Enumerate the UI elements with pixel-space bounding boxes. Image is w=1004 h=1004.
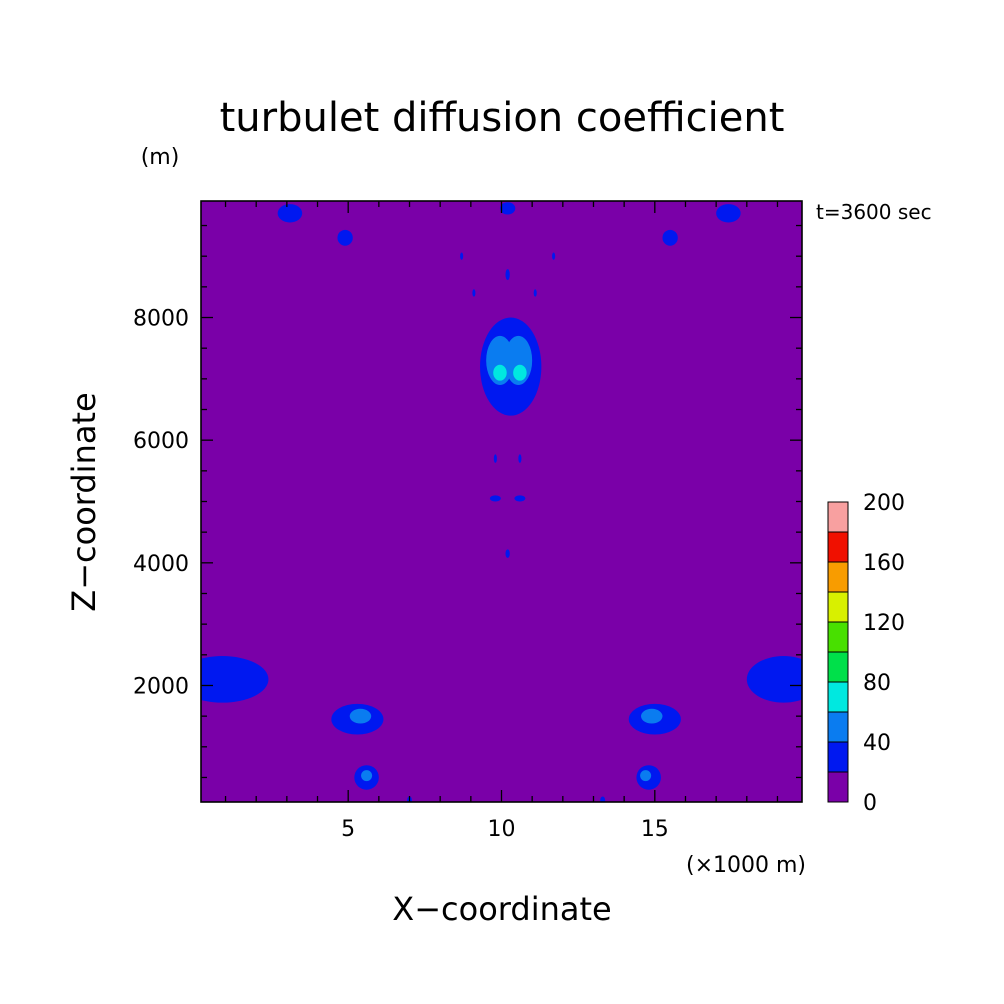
colorbar-swatch: [827, 531, 849, 563]
colorbar-swatch: [827, 681, 849, 713]
contour-feature-10: [361, 770, 373, 782]
contour-feature-14: [746, 656, 802, 703]
colorbar-swatch: [827, 561, 849, 593]
colorbar-swatch: [827, 741, 849, 773]
x-tick-label: 15: [641, 817, 669, 842]
contour-feature-8: [641, 708, 663, 724]
y-tick-label: 8000: [133, 307, 189, 332]
chart-title: turbulet diffusion coefficient: [220, 95, 785, 141]
contour-feature-17: [337, 229, 353, 246]
contour-feature-28: [460, 252, 464, 260]
colorbar-swatch: [827, 651, 849, 683]
y-axis-label: Z−coordinate: [65, 392, 103, 611]
y-tick-label: 6000: [133, 429, 189, 454]
contour-feature-15: [277, 204, 303, 223]
plot-area: [200, 200, 803, 803]
contour-feature-19: [499, 202, 516, 215]
colorbar-swatch: [827, 501, 849, 533]
y-tick-label: 4000: [133, 552, 189, 577]
contour-feature-4: [513, 364, 527, 381]
x-axis-label: X−coordinate: [392, 890, 611, 928]
contour-feature-16: [716, 204, 741, 223]
contour-feature-29: [552, 252, 556, 260]
y-axis-ticks: 2000 4000 6000 8000: [133, 224, 802, 779]
contour-feature-31: [600, 796, 606, 802]
x-axis-unit: (×1000 m): [686, 853, 806, 878]
colorbar-swatch: [827, 591, 849, 623]
colorbar-swatch: [827, 711, 849, 743]
contour-feature-13: [201, 656, 269, 703]
contour-feature-18: [662, 229, 678, 246]
contour-feature-23: [505, 269, 510, 281]
contour-features: [201, 202, 802, 802]
contour-feature-6: [349, 708, 372, 724]
y-tick-label: 2000: [133, 674, 189, 699]
contour-feature-25: [518, 454, 522, 463]
x-tick-label: 5: [341, 817, 355, 842]
colorbar-swatch: [827, 621, 849, 653]
contour-feature-24: [493, 454, 497, 463]
colorbar-label: 40: [863, 731, 891, 756]
x-tick-label: 10: [488, 817, 516, 842]
colorbar: 0 40 80 120 160 200: [827, 491, 905, 816]
x-axis-ticks: 5 10 15: [224, 201, 779, 842]
time-label: t=3600 sec: [816, 200, 932, 224]
contour-feature-3: [493, 364, 507, 381]
contour-feature-22: [505, 549, 510, 558]
contour-feature-26: [472, 289, 476, 297]
colorbar-swatch: [827, 771, 849, 803]
colorbar-label: 120: [863, 611, 905, 636]
colorbar-label: 0: [863, 791, 877, 816]
y-axis-unit: (m): [141, 145, 180, 170]
contour-feature-20: [489, 495, 501, 502]
plot-background: [201, 201, 802, 802]
colorbar-label: 200: [863, 491, 905, 516]
colorbar-label: 160: [863, 551, 905, 576]
colorbar-label: 80: [863, 671, 891, 696]
contour-feature-21: [514, 495, 526, 502]
contour-feature-12: [640, 770, 652, 782]
contour-feature-27: [533, 289, 537, 297]
